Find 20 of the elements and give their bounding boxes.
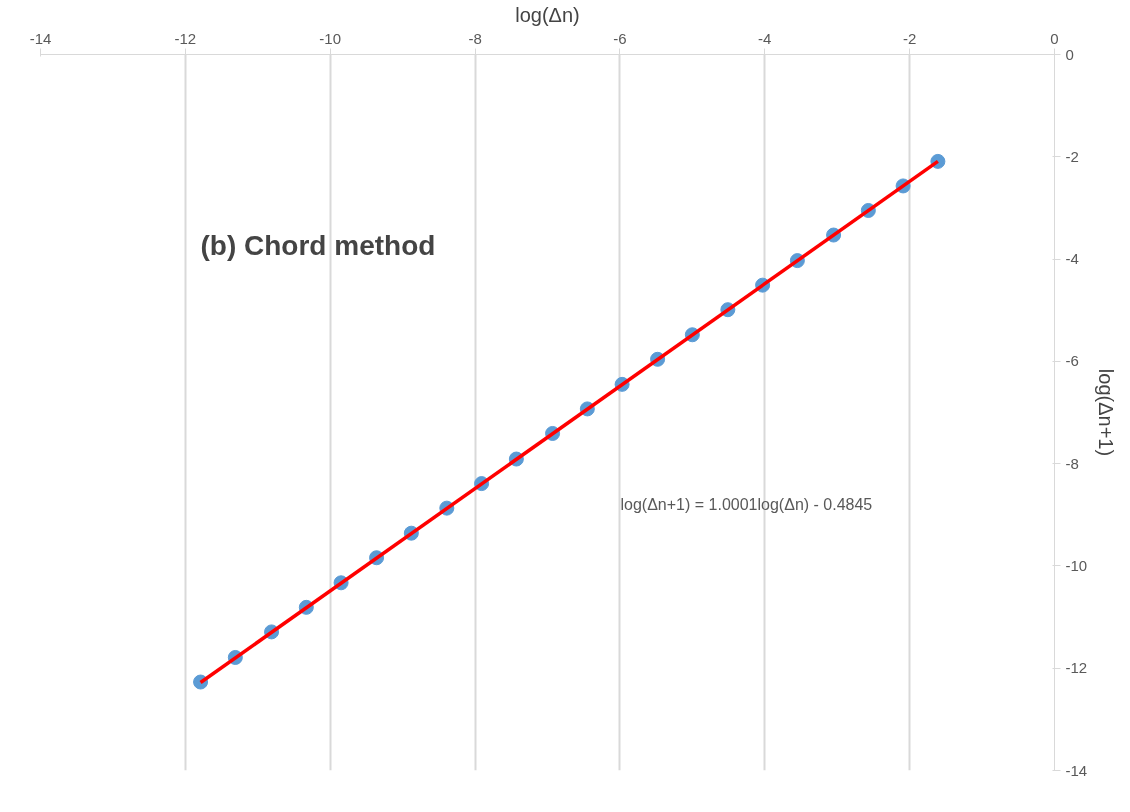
y-tick-label: -14 (1065, 761, 1088, 779)
y-tick-label: -2 (1065, 147, 1079, 165)
text: (b) Chord method (200, 229, 436, 261)
y-tick-label: -4 (1065, 250, 1079, 268)
x-tick-label: -10 (319, 29, 342, 47)
x-axis-title: log(Δn) (515, 3, 580, 26)
y-tick-label: -10 (1065, 556, 1088, 574)
x-tick-label: -2 (902, 29, 917, 47)
x-tick-label: 0 (1050, 29, 1059, 47)
x-tick-label: -12 (174, 29, 197, 47)
x-tick-label: -6 (613, 29, 627, 47)
x-tick-label: -4 (758, 29, 772, 47)
y-tick-label: 0 (1065, 45, 1074, 63)
annotation: log(Δn+1) = 1.0001log(Δn) - 0.4845 (620, 495, 873, 513)
y-tick-label: -12 (1065, 659, 1088, 677)
y-axis-title: log(Δn+1) (1095, 368, 1118, 457)
y-tick-label: -6 (1065, 352, 1079, 370)
y-tick-label: -8 (1065, 454, 1079, 472)
x-tick-label: -8 (468, 29, 482, 47)
x-tick-label: -14 (29, 29, 52, 47)
